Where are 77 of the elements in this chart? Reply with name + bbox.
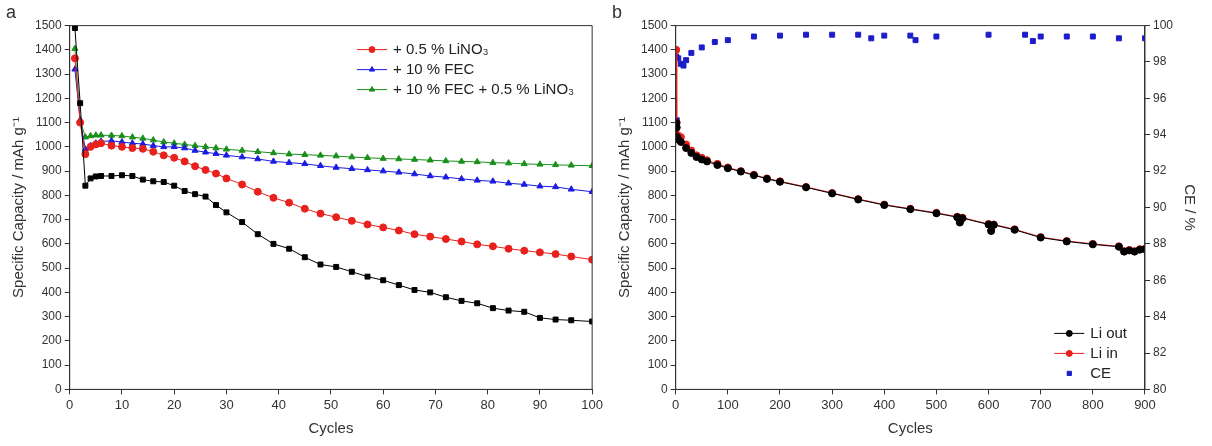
x-tick-label: 100 xyxy=(581,396,604,412)
y-tick-label: 1100 xyxy=(35,114,63,129)
x-tick-label: 200 xyxy=(769,396,791,412)
x-tick-label: 600 xyxy=(977,396,1000,412)
y-tick-label: 300 xyxy=(647,308,669,323)
legend-label: + 10 % FEC + 0.5 % LiNO₃ xyxy=(392,79,575,97)
legend-label: + 0.5 % LiNO₃ xyxy=(392,39,489,57)
y-tick-label: 500 xyxy=(647,260,669,275)
y2-tick-label: 98 xyxy=(1152,54,1167,69)
x-tick-label: 10 xyxy=(114,396,130,412)
y-tick-label: 1000 xyxy=(640,139,669,154)
y2-tick-label: 84 xyxy=(1152,308,1167,323)
x-tick-label: 0 xyxy=(672,396,680,412)
y-tick-label: 400 xyxy=(647,284,669,299)
y2-tick-label: 86 xyxy=(1152,272,1167,287)
y2-axis-title: CE / % xyxy=(1181,184,1199,231)
x-tick-label: 90 xyxy=(532,396,548,412)
y-tick-label: 1400 xyxy=(34,42,63,57)
y-tick-label: 1000 xyxy=(34,139,63,154)
x-tick-label: 100 xyxy=(716,396,739,412)
y-tick-label: 200 xyxy=(41,333,63,348)
legend-label: CE xyxy=(1090,363,1112,381)
x-tick-label: 900 xyxy=(1134,396,1156,412)
y-tick-label: 0 xyxy=(55,381,63,396)
y-tick-label: 800 xyxy=(647,187,669,202)
y-tick-label: 1500 xyxy=(34,17,63,32)
legend-label: Li out xyxy=(1090,323,1128,341)
x-tick-label: 300 xyxy=(821,396,843,412)
y-tick-label: 900 xyxy=(41,163,63,178)
y-tick-label: 1200 xyxy=(34,90,63,105)
y-tick-label: 700 xyxy=(647,211,669,226)
y2-tick-label: 96 xyxy=(1152,90,1167,105)
y-tick-label: 300 xyxy=(41,308,63,323)
y-axis-title: Specific Capacity / mAh g⁻¹ xyxy=(9,117,27,298)
x-tick-label: 30 xyxy=(219,396,234,412)
y-tick-label: 1500 xyxy=(640,17,669,32)
y2-tick-label: 90 xyxy=(1152,199,1167,214)
y-tick-label: 500 xyxy=(41,260,63,275)
y-tick-label: 1100 xyxy=(641,114,669,129)
x-tick-label: 60 xyxy=(375,396,391,412)
x-tick-label: 0 xyxy=(66,396,74,412)
chart-title: b xyxy=(612,1,623,22)
y2-tick-label: 92 xyxy=(1152,163,1167,178)
y-tick-label: 600 xyxy=(41,236,63,251)
y-tick-label: 100 xyxy=(647,357,669,372)
y-tick-label: 1200 xyxy=(640,90,669,105)
x-tick-label: 70 xyxy=(428,396,443,412)
y-tick-label: 200 xyxy=(647,333,669,348)
y-tick-label: 400 xyxy=(41,284,63,299)
y-tick-label: 0 xyxy=(661,381,669,396)
y2-tick-label: 80 xyxy=(1152,381,1167,396)
x-tick-label: 80 xyxy=(480,396,495,412)
y2-tick-label: 94 xyxy=(1152,127,1167,142)
y-tick-label: 1300 xyxy=(640,66,669,81)
y2-tick-label: 82 xyxy=(1152,345,1167,360)
x-tick-label: 20 xyxy=(166,396,182,412)
x-tick-label: 400 xyxy=(873,396,896,412)
y2-tick-label: 100 xyxy=(1152,17,1174,32)
x-tick-label: 700 xyxy=(1029,396,1052,412)
y-tick-label: 900 xyxy=(647,163,669,178)
y-tick-label: 100 xyxy=(41,357,63,372)
chart-title: a xyxy=(6,1,17,22)
y-tick-label: 800 xyxy=(41,187,63,202)
y-tick-label: 600 xyxy=(647,236,669,251)
x-tick-label: 800 xyxy=(1081,396,1104,412)
x-tick-label: 500 xyxy=(925,396,948,412)
y-tick-label: 1300 xyxy=(34,66,63,81)
y-tick-label: 1400 xyxy=(640,42,669,57)
legend-label: Li in xyxy=(1090,343,1118,361)
y-axis-title: Specific Capacity / mAh g⁻¹ xyxy=(615,117,633,298)
x-tick-label: 40 xyxy=(271,396,286,412)
x-tick-label: 50 xyxy=(323,396,339,412)
x-axis-title: Cycles xyxy=(308,419,354,437)
legend-label: + 10 % FEC xyxy=(392,59,475,77)
y2-tick-label: 88 xyxy=(1152,236,1167,251)
y-tick-label: 700 xyxy=(41,211,63,226)
x-axis-title: Cycles xyxy=(887,419,933,437)
